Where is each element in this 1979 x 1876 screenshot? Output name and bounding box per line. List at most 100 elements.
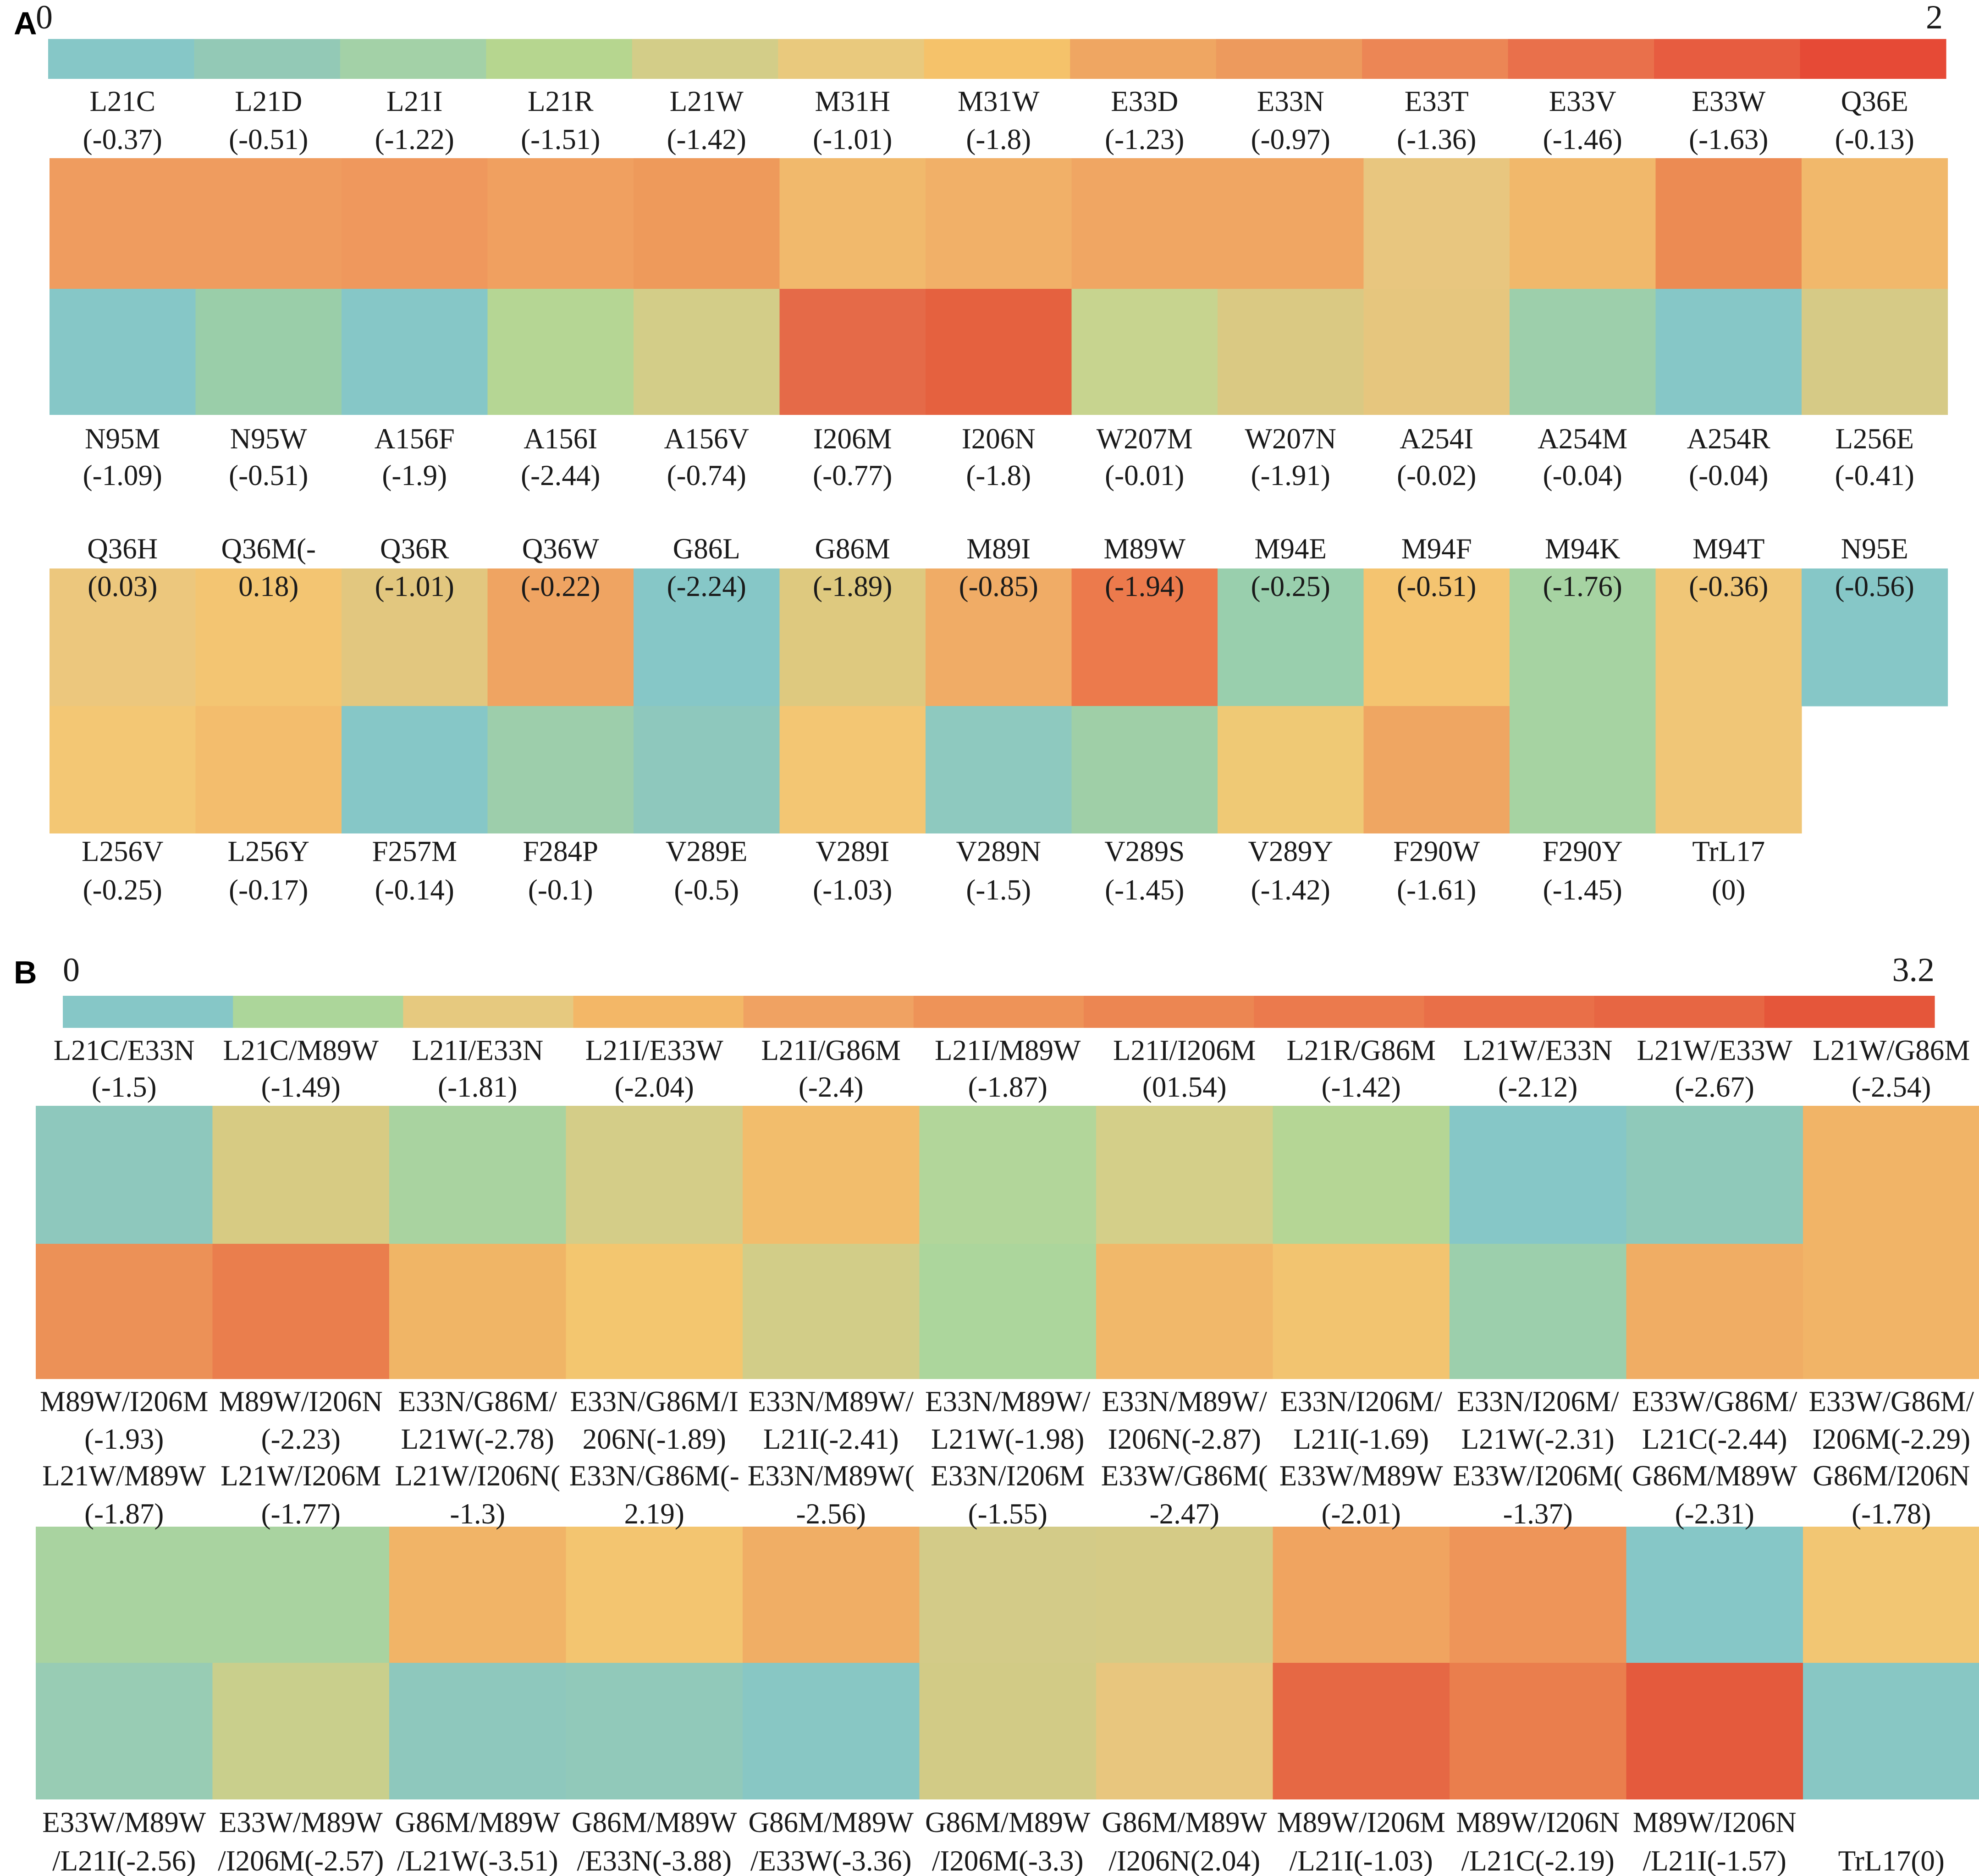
mutant-label: (-0.51) <box>229 123 308 155</box>
heatmap-cell <box>926 158 1072 289</box>
mutant-label: E33V <box>1549 85 1616 117</box>
colorbar-swatch <box>632 39 778 79</box>
heatmap-cell <box>1802 289 1948 415</box>
heatmap-cell <box>566 1106 743 1244</box>
heatmap-cell <box>926 289 1072 415</box>
mutant-label: (-0.14) <box>375 874 454 906</box>
mutant-label: E33D <box>1111 85 1178 117</box>
mutant-label: (-2.12) <box>1498 1071 1577 1103</box>
mutant-label: L21I/E33N <box>412 1034 543 1066</box>
mutant-label: (-1.87) <box>84 1498 164 1530</box>
mutant-label: E33W/G86M( <box>1101 1460 1268 1492</box>
heatmap-cell <box>389 1244 567 1379</box>
colorbar-swatch <box>48 39 195 79</box>
heatmap-cell <box>1450 1106 1627 1244</box>
mutant-label: (-2.67) <box>1675 1071 1754 1103</box>
heatmap-cell <box>195 289 342 415</box>
colorbar-swatch <box>233 996 403 1028</box>
mutant-label: G86M/M89W <box>395 1806 561 1838</box>
heatmap-cell <box>1626 1663 1803 1799</box>
colorbar-swatch <box>913 996 1084 1028</box>
mutant-label: A156I <box>524 423 597 455</box>
mutant-label: M89W/I206N <box>1456 1806 1620 1838</box>
mutant-label: (-1.5) <box>92 1071 157 1103</box>
heatmap-cell <box>342 706 488 833</box>
colorbar-min-label: 0 <box>36 0 53 36</box>
mutant-label: L21W(-2.31) <box>1461 1423 1615 1455</box>
heatmap-cell <box>779 158 926 289</box>
mutant-label: E33N/M89W( <box>748 1460 915 1492</box>
mutant-label: M94K <box>1545 533 1621 565</box>
mutant-label: L21C <box>89 85 155 117</box>
colorbar-swatch <box>403 996 574 1028</box>
heatmap-cell <box>487 289 634 415</box>
mutant-label: (-2.31) <box>1675 1498 1754 1530</box>
heatmap-cell <box>1096 1663 1273 1799</box>
mutant-label: (-1.09) <box>83 459 162 491</box>
mutant-label: M89W/I206M <box>1277 1806 1445 1838</box>
mutant-label: L21W <box>670 85 744 117</box>
heatmap-cell <box>1218 706 1364 833</box>
mutant-label: L21I/M89W <box>935 1034 1081 1066</box>
heatmap-cell <box>1626 1244 1803 1379</box>
mutant-label: E33W <box>1692 85 1765 117</box>
mutant-label: (-1.49) <box>261 1071 341 1103</box>
mutant-label: V289E <box>666 835 747 867</box>
heatmap-cell <box>1363 289 1510 415</box>
heatmap-cell <box>50 568 196 706</box>
mutant-label: (-0.51) <box>229 459 308 491</box>
heatmap-cell <box>487 706 634 833</box>
heatmap-cell <box>743 1244 920 1379</box>
mutant-label: N95W <box>230 423 307 455</box>
mutant-label: G86M/M89W <box>749 1806 914 1838</box>
mutant-label: 0.18) <box>238 570 298 602</box>
heatmap-cell <box>1273 1106 1450 1244</box>
mutant-label: (-1.87) <box>968 1071 1047 1103</box>
mutant-label: (-0.77) <box>813 459 892 491</box>
heatmap-cell <box>487 158 634 289</box>
mutant-label: (-0.04) <box>1689 459 1768 491</box>
heatmap-cell <box>634 289 780 415</box>
mutant-label: M94T <box>1692 533 1765 565</box>
mutant-label: I206N <box>962 423 1036 455</box>
mutant-label: N95M <box>85 423 160 455</box>
heatmap-cell <box>1218 568 1364 706</box>
mutant-label: (-2.24) <box>667 570 746 602</box>
colorbar-swatch <box>1654 39 1801 79</box>
mutant-label: (-1.45) <box>1543 874 1622 906</box>
colorbar-swatch <box>194 39 341 79</box>
mutant-label: (-1.5) <box>966 874 1031 906</box>
mutant-label: (-1.51) <box>521 123 600 155</box>
colorbar-swatch <box>1508 39 1654 79</box>
heatmap-cell <box>1510 289 1656 415</box>
mutant-label: E33N/I206M/ <box>1280 1385 1443 1418</box>
mutant-label: G86M/I206N <box>1813 1460 1970 1492</box>
mutant-label: -2.47) <box>1150 1498 1219 1530</box>
mutant-label: /I206M(-3.3) <box>932 1845 1084 1876</box>
mutant-label: -2.56) <box>796 1498 866 1530</box>
mutant-label: L21R/G86M <box>1286 1034 1436 1066</box>
heatmap-cell <box>342 568 488 706</box>
mutant-label: L21W/I206N( <box>395 1460 560 1492</box>
mutant-label: V289Y <box>1248 835 1334 867</box>
heatmap-cell <box>566 1663 743 1799</box>
mutant-label: /L21C(-2.19) <box>1461 1845 1615 1876</box>
mutant-label: I206M(-2.29) <box>1812 1423 1970 1455</box>
heatmap-cell <box>212 1244 390 1379</box>
mutant-label: (-1.36) <box>1397 123 1476 155</box>
colorbar-swatch <box>1594 996 1765 1028</box>
mutant-label: L21W/G86M <box>1813 1034 1970 1066</box>
mutant-label: E33W/M89W <box>1279 1460 1443 1492</box>
heatmap-cell <box>212 1106 390 1244</box>
mutant-label: E33N/M89W/ <box>925 1385 1091 1418</box>
mutant-label: (-1.01) <box>813 123 892 155</box>
heatmap-cell <box>919 1244 1097 1379</box>
heatmap-cell <box>1450 1663 1627 1799</box>
heatmap-cell <box>1071 289 1218 415</box>
mutant-label: (-1.23) <box>1105 123 1184 155</box>
mutant-label: (-0.13) <box>1835 123 1914 155</box>
mutant-label: (-1.91) <box>1251 459 1330 491</box>
mutant-label: (-0.37) <box>83 123 162 155</box>
mutant-label: L21D <box>235 85 302 117</box>
